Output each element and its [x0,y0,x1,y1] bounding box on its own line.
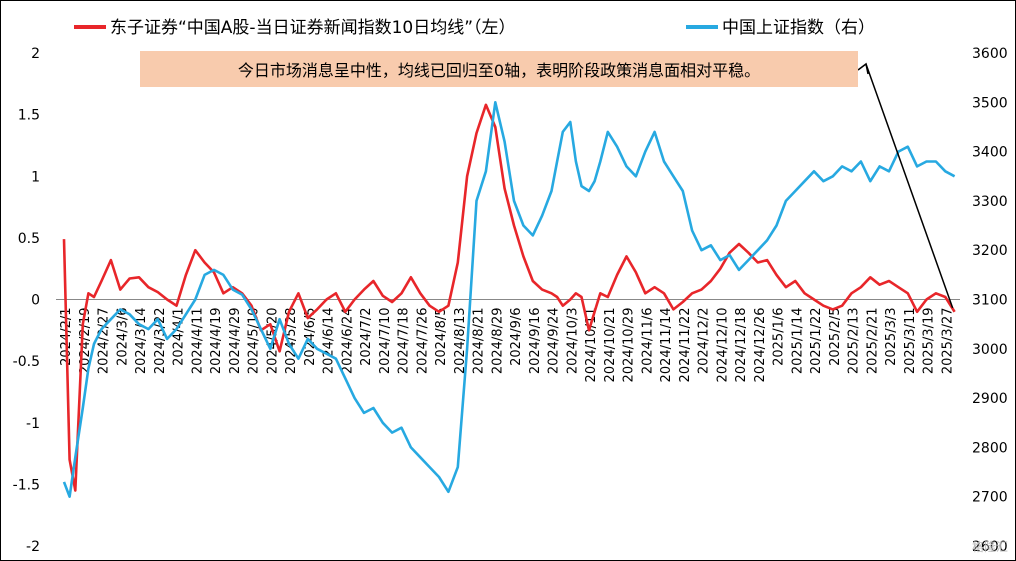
legend-label-left-series: 东子证券“中国A股-当日证券新闻指数10日均线”（左） [110,18,516,38]
x-tick-label: 2024/8/5 [434,308,449,366]
right-tick-label: 3300 [972,194,1008,210]
x-tick-label: 2024/4/1 [172,308,187,366]
x-axis: 2024/2/1 2024/2/19 2024/2/27 2024/3/6 2024/3… [56,299,960,383]
left-tick-label: 1.5 [18,108,40,124]
x-tick-label: 2024/8/13 [453,308,468,375]
x-tick-label: 2025/2/13 [847,308,862,375]
annotation-box: 今日市场消息呈中性，均线已回归至0轴，表明阶段政策消息面相对平稳。 [140,51,858,87]
left-tick-label: 1 [31,169,40,185]
x-tick-label: 2024/3/6 [115,308,130,366]
x-tick-label: 2025/2/5 [828,308,843,366]
series-line-news-index [62,103,956,492]
right-tick-label: 3000 [972,342,1008,358]
right-tick-label: 3200 [972,243,1008,259]
right-tick-label: 2600 [972,539,1008,555]
series-line-shanghai-index [62,101,956,499]
x-tick-label: 2024/7/18 [397,308,412,375]
watermark: 格隆汇 [971,540,1008,554]
series-layer [62,101,956,499]
x-tick-label: 2024/2/27 [97,308,112,375]
left-tick-label: -0.5 [13,354,40,370]
x-tick-label: 2024/6/5 [303,308,318,366]
x-tick-label: 2024/4/19 [209,308,224,375]
x-tick-label: 2024/8/21 [472,308,487,375]
x-tick-label: 2024/11/6 [640,308,655,375]
x-tick-label: 2024/4/11 [190,308,205,375]
x-tick-label: 2024/7/10 [378,308,393,375]
x-tick-label: 2024/3/14 [134,308,149,375]
x-tick-label: 2025/3/27 [940,308,955,375]
x-tick-label: 2024/3/22 [153,308,168,375]
x-tick-label: 2024/9/6 [509,308,524,366]
x-tick-label: 2024/11/22 [678,308,693,383]
x-tick-label: 2024/12/26 [753,308,768,383]
left-axis: 2 1.5 1 0.5 0 -0.5 -1 -1.5 -2 [13,46,40,555]
left-tick-label: -1 [26,416,40,432]
x-tick-label: 2025/1/22 [809,308,824,375]
left-tick-label: 0 [31,293,40,309]
x-tick-label: 2024/9/24 [547,308,562,375]
x-tick-label: 2024/12/10 [715,308,730,383]
x-tick-label: 2024/12/2 [697,308,712,375]
x-tick-label: 2024/10/21 [603,308,618,383]
x-tick-label: 2025/1/14 [790,308,805,375]
x-tick-label: 2024/10/3 [565,308,580,375]
x-tick-label: 2024/6/24 [340,308,355,375]
arrow-head [857,62,869,75]
left-tick-label: 0.5 [18,231,40,247]
right-tick-label: 3400 [972,145,1008,161]
right-tick-label: 3100 [972,293,1008,309]
right-tick-label: 2800 [972,440,1008,456]
x-tick-label: 2024/11/14 [659,308,674,383]
right-tick-label: 3600 [972,46,1008,62]
legend-label-right-series: 中国上证指数（右） [722,18,875,38]
right-tick-label: 2900 [972,391,1008,407]
x-tick-label: 2024/12/18 [734,308,749,383]
legend: 东子证券“中国A股-当日证券新闻指数10日均线”（左） 中国上证指数（右） [74,18,875,38]
x-tick-label: 2024/6/14 [322,308,337,375]
right-axis: 3600 3500 3400 3300 3200 3100 3000 2900 2800 2700… [972,46,1008,555]
annotation-arrow [857,62,954,309]
x-tick-label: 2024/4/29 [228,308,243,375]
x-tick-label: 2025/3/19 [922,308,937,375]
x-tick-label: 2025/2/21 [865,308,880,375]
x-tick-label: 2024/7/26 [415,308,430,375]
left-tick-label: -2 [26,539,40,555]
x-tick-label: 2024/7/2 [359,308,374,366]
x-tick-label: 2025/3/11 [903,308,918,375]
left-tick-label: -1.5 [13,477,40,493]
x-tick-label: 2024/9/16 [528,308,543,375]
x-tick-label: 2024/5/28 [284,308,299,375]
x-tick-label: 2024/10/29 [622,308,637,383]
x-tick-label: 2024/8/29 [490,308,505,375]
right-tick-label: 2700 [972,490,1008,506]
arrow-shaft [865,63,954,309]
left-tick-label: 2 [31,46,40,62]
x-tick-label: 2025/3/3 [884,308,899,366]
x-tick-label: 2025/1/6 [772,308,787,366]
right-tick-label: 3500 [972,95,1008,111]
